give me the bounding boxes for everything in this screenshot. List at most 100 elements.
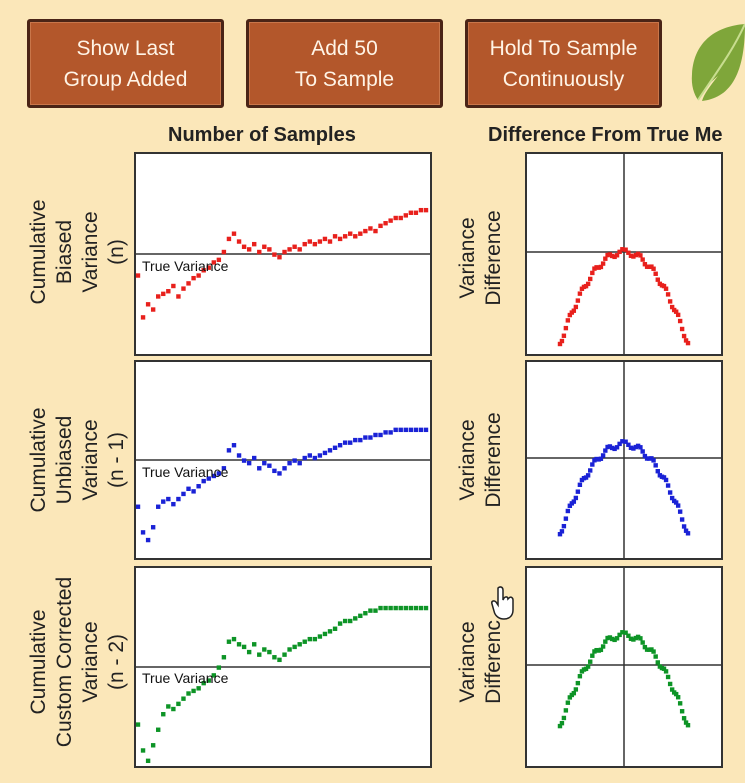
sample-point xyxy=(378,605,383,611)
sample-point xyxy=(317,634,323,639)
sample-point xyxy=(136,273,141,278)
difference-point xyxy=(626,250,631,255)
sample-point xyxy=(413,427,419,433)
sample-point xyxy=(317,239,323,244)
leaf-icon xyxy=(691,23,745,101)
difference-point xyxy=(661,283,667,289)
sample-point xyxy=(302,639,307,644)
difference-point xyxy=(667,681,673,687)
sample-point xyxy=(171,283,176,289)
difference-point xyxy=(563,325,569,331)
difference-point xyxy=(610,253,615,259)
sample-point xyxy=(342,234,348,239)
difference-point xyxy=(575,680,581,686)
sample-point xyxy=(408,210,414,215)
sample-point xyxy=(161,291,166,297)
sample-point xyxy=(423,207,429,213)
sample-point xyxy=(353,234,358,239)
difference-point xyxy=(605,252,610,258)
difference-point xyxy=(633,635,638,641)
sample-point xyxy=(176,701,181,707)
sample-point xyxy=(282,249,287,255)
difference-point xyxy=(565,700,571,705)
sample-point xyxy=(196,273,201,278)
sample-point xyxy=(332,445,338,450)
add-50-button[interactable]: Add 50 To Sample xyxy=(246,19,443,108)
sample-point xyxy=(373,608,378,613)
sample-point xyxy=(262,460,267,466)
difference-point xyxy=(638,445,643,450)
sample-point xyxy=(150,307,156,312)
sample-point xyxy=(226,448,232,453)
difference-point xyxy=(605,444,610,450)
difference-point xyxy=(575,489,581,494)
difference-point xyxy=(665,483,671,488)
sample-point xyxy=(231,443,237,448)
difference-point xyxy=(612,446,617,452)
difference-point xyxy=(559,338,565,344)
difference-point xyxy=(561,523,567,529)
difference-point xyxy=(685,531,691,536)
difference-point xyxy=(681,524,687,529)
difference-point xyxy=(651,649,656,654)
difference-point xyxy=(635,251,641,257)
difference-point xyxy=(607,444,613,449)
difference-point xyxy=(620,630,625,635)
difference-point xyxy=(590,653,595,658)
sample-point xyxy=(262,647,267,652)
sample-point xyxy=(140,748,146,753)
sample-point xyxy=(171,501,176,507)
sample-point xyxy=(358,437,363,443)
row-label-corrected: Cumulative Custom Corrected Variance (n … xyxy=(27,576,128,748)
sample-point xyxy=(312,241,318,247)
difference-point xyxy=(677,701,683,706)
sample-point xyxy=(358,613,363,619)
sample-point xyxy=(181,696,186,701)
difference-point xyxy=(567,503,573,508)
sample-point xyxy=(211,473,216,479)
show-last-group-button[interactable]: Show Last Group Added xyxy=(27,19,224,108)
difference-point xyxy=(610,636,615,642)
sample-point xyxy=(272,655,277,660)
row-label-unbiased: Cumulative Unbiased Variance (n - 1) xyxy=(27,407,128,513)
sample-point xyxy=(287,460,292,466)
difference-point xyxy=(640,449,645,454)
sample-point xyxy=(171,706,176,712)
sample-point xyxy=(201,268,206,273)
difference-plot-corrected xyxy=(525,566,723,768)
sample-point xyxy=(272,252,277,257)
difference-point xyxy=(585,281,591,287)
difference-point xyxy=(563,708,569,713)
sample-point xyxy=(418,427,424,433)
difference-point xyxy=(571,690,577,696)
difference-point xyxy=(590,462,595,467)
sample-point xyxy=(307,636,312,642)
sample-point xyxy=(267,649,272,655)
sample-point xyxy=(211,673,216,678)
sample-point xyxy=(353,616,358,621)
sample-point xyxy=(236,453,242,458)
row-label-biased: Cumulative Biased Variance (n) xyxy=(27,199,128,305)
difference-point xyxy=(588,276,593,282)
difference-point xyxy=(628,445,634,451)
sample-point xyxy=(156,727,161,732)
difference-point xyxy=(583,283,589,289)
sample-point xyxy=(423,605,429,611)
sample-point xyxy=(423,427,429,433)
sample-point xyxy=(262,244,267,249)
difference-point xyxy=(559,720,565,726)
sample-point xyxy=(337,443,343,448)
sample-point xyxy=(186,691,191,696)
hold-to-sample-label: Hold To Sample Continuously xyxy=(489,36,638,91)
sample-point xyxy=(201,478,206,484)
difference-point xyxy=(603,448,608,453)
difference-point xyxy=(573,687,579,692)
difference-plot-biased xyxy=(525,152,723,356)
right-column-title: Difference From True Me xyxy=(488,124,723,146)
sample-point xyxy=(322,236,328,242)
difference-point xyxy=(663,477,669,483)
hold-to-sample-button[interactable]: Hold To Sample Continuously xyxy=(465,19,662,108)
difference-point xyxy=(675,695,681,700)
difference-point xyxy=(681,333,687,339)
difference-point xyxy=(635,443,641,449)
